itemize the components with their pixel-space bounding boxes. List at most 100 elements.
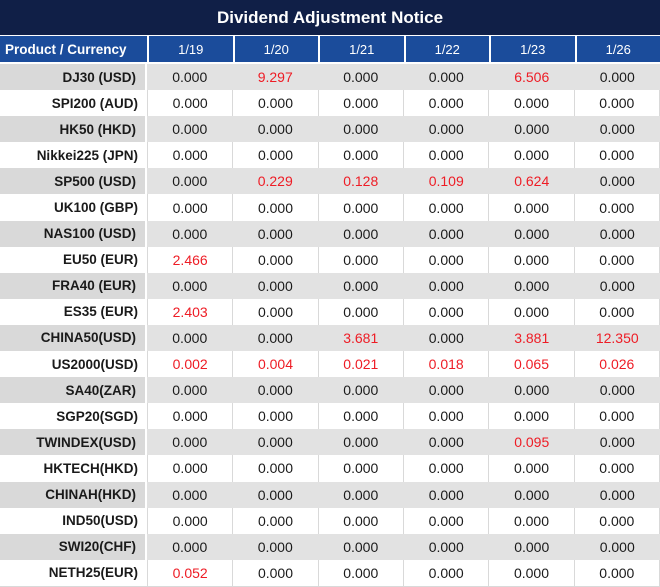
value-cell: 0.000 xyxy=(318,272,404,299)
value-cell: 0.000 xyxy=(488,559,573,586)
table-row: DJ30 (USD) 0.000 9.297 0.000 0.000 6.506 0.000 xyxy=(0,64,660,91)
value-cell: 0.000 xyxy=(232,194,317,221)
value-cell: 0.000 xyxy=(488,142,573,169)
table-row: NETH25(EUR) 0.052 0.000 0.000 0.000 0.000 0.00… xyxy=(0,559,660,586)
value-cell: 0.002 xyxy=(147,351,232,378)
value-cell: 0.000 xyxy=(147,377,233,404)
value-cell: 0.000 xyxy=(147,168,233,195)
value-cell: 0.000 xyxy=(574,116,660,143)
value-cell: 0.000 xyxy=(403,403,488,430)
value-cell: 0.128 xyxy=(318,168,404,195)
value-cell: 0.095 xyxy=(489,429,575,456)
value-cell: 0.000 xyxy=(232,246,317,273)
value-cell: 0.000 xyxy=(147,481,233,508)
value-cell: 0.000 xyxy=(574,272,660,299)
value-cell: 2.403 xyxy=(147,298,232,325)
value-cell: 0.000 xyxy=(403,298,488,325)
table-row: HK50 (HKD) 0.000 0.000 0.000 0.000 0.000 0.000 xyxy=(0,116,660,143)
table-row: CHINA50(USD) 0.000 0.000 3.681 0.000 3.881 12.… xyxy=(0,324,660,352)
value-cell: 0.000 xyxy=(147,507,232,534)
value-cell: 0.000 xyxy=(317,403,403,430)
table-row: US2000(USD) 0.002 0.004 0.021 0.018 0.065 0.02… xyxy=(0,351,660,378)
value-cell: 0.000 xyxy=(147,142,232,169)
value-cell: 0.026 xyxy=(573,351,659,378)
product-cell: SP500 (USD) xyxy=(0,168,147,195)
value-cell: 0.000 xyxy=(573,142,659,169)
value-cell: 0.000 xyxy=(318,64,404,91)
value-cell: 0.000 xyxy=(147,429,233,456)
value-cell: 0.000 xyxy=(403,377,489,404)
product-cell: ES35 (EUR) xyxy=(63,304,138,320)
product-cell: HKTECH(HKD) xyxy=(43,460,139,476)
date-column-header: 1/21 xyxy=(318,36,404,62)
product-cell: CHINAH(HKD) xyxy=(0,481,147,508)
value-cell: 2.466 xyxy=(147,246,232,273)
value-cell: 0.109 xyxy=(403,168,489,195)
value-cell: 0.000 xyxy=(317,194,403,221)
value-cell: 0.000 xyxy=(488,298,573,325)
product-cell: HK50 (HKD) xyxy=(0,116,147,143)
value-cell: 0.000 xyxy=(317,246,403,273)
value-cell: 0.000 xyxy=(403,90,488,117)
value-cell: 0.000 xyxy=(232,455,317,482)
value-cell: 0.000 xyxy=(232,507,317,534)
value-cell: 0.000 xyxy=(403,324,489,352)
value-cell: 0.000 xyxy=(489,220,575,247)
value-cell: 0.000 xyxy=(403,246,488,273)
product-cell: UK100 (GBP) xyxy=(53,200,138,216)
value-cell: 0.000 xyxy=(403,533,489,560)
value-cell: 0.000 xyxy=(488,246,573,273)
value-cell: 0.000 xyxy=(232,429,318,456)
table-header-row: Product / Currency 1/19 1/20 1/21 1/22 1/23 1… xyxy=(0,36,660,64)
value-cell: 0.000 xyxy=(574,481,660,508)
value-cell: 0.000 xyxy=(147,455,232,482)
value-cell: 0.000 xyxy=(318,481,404,508)
product-currency-header: Product / Currency xyxy=(5,41,127,57)
value-cell: 0.018 xyxy=(403,351,488,378)
value-cell: 0.000 xyxy=(147,90,232,117)
value-cell: 0.000 xyxy=(489,481,575,508)
date-column-header: 1/19 xyxy=(147,36,233,62)
page-title: Dividend Adjustment Notice xyxy=(216,7,444,27)
product-cell: SA40(ZAR) xyxy=(0,377,147,404)
value-cell: 0.000 xyxy=(317,298,403,325)
value-cell: 0.000 xyxy=(232,324,318,352)
product-cell: Nikkei225 (JPN) xyxy=(36,147,138,163)
value-cell: 0.000 xyxy=(147,324,233,352)
value-cell: 0.000 xyxy=(574,377,660,404)
value-cell: 0.000 xyxy=(147,403,232,430)
value-cell: 0.000 xyxy=(318,116,404,143)
table-row: Nikkei225 (JPN) 0.000 0.000 0.000 0.000 0.000… xyxy=(0,142,660,169)
date-column-header: 1/26 xyxy=(574,36,660,62)
value-cell: 0.000 xyxy=(318,377,404,404)
value-cell: 0.000 xyxy=(232,142,317,169)
value-cell: 0.000 xyxy=(489,533,575,560)
product-cell: TWINDEX(USD) xyxy=(0,429,147,456)
table-row: UK100 (GBP) 0.000 0.000 0.000 0.000 0.000 0.00… xyxy=(0,194,660,221)
value-cell: 0.000 xyxy=(573,559,659,586)
value-cell: 0.000 xyxy=(574,533,660,560)
table-row: HKTECH(HKD) 0.000 0.000 0.000 0.000 0.000 0.00… xyxy=(0,455,660,482)
value-cell: 0.000 xyxy=(574,64,660,91)
value-cell: 0.000 xyxy=(403,429,489,456)
value-cell: 0.000 xyxy=(317,455,403,482)
value-cell: 0.004 xyxy=(232,351,317,378)
value-cell: 0.000 xyxy=(403,481,489,508)
value-cell: 0.000 xyxy=(489,116,575,143)
value-cell: 0.000 xyxy=(147,533,233,560)
product-cell: FRA40 (EUR) xyxy=(0,272,147,299)
table-row: CHINAH(HKD) 0.000 0.000 0.000 0.000 0.000 0.00… xyxy=(0,481,660,508)
value-cell: 0.000 xyxy=(573,403,659,430)
product-cell: SWI20(CHF) xyxy=(0,533,147,560)
value-cell: 0.000 xyxy=(232,116,318,143)
value-cell: 6.506 xyxy=(489,64,575,91)
value-cell: 0.052 xyxy=(147,559,232,586)
value-cell: 0.000 xyxy=(574,429,660,456)
value-cell: 0.000 xyxy=(573,298,659,325)
value-cell: 0.000 xyxy=(488,403,573,430)
value-cell: 0.000 xyxy=(489,377,575,404)
value-cell: 0.000 xyxy=(232,377,318,404)
value-cell: 0.000 xyxy=(318,220,404,247)
value-cell: 0.000 xyxy=(403,220,489,247)
